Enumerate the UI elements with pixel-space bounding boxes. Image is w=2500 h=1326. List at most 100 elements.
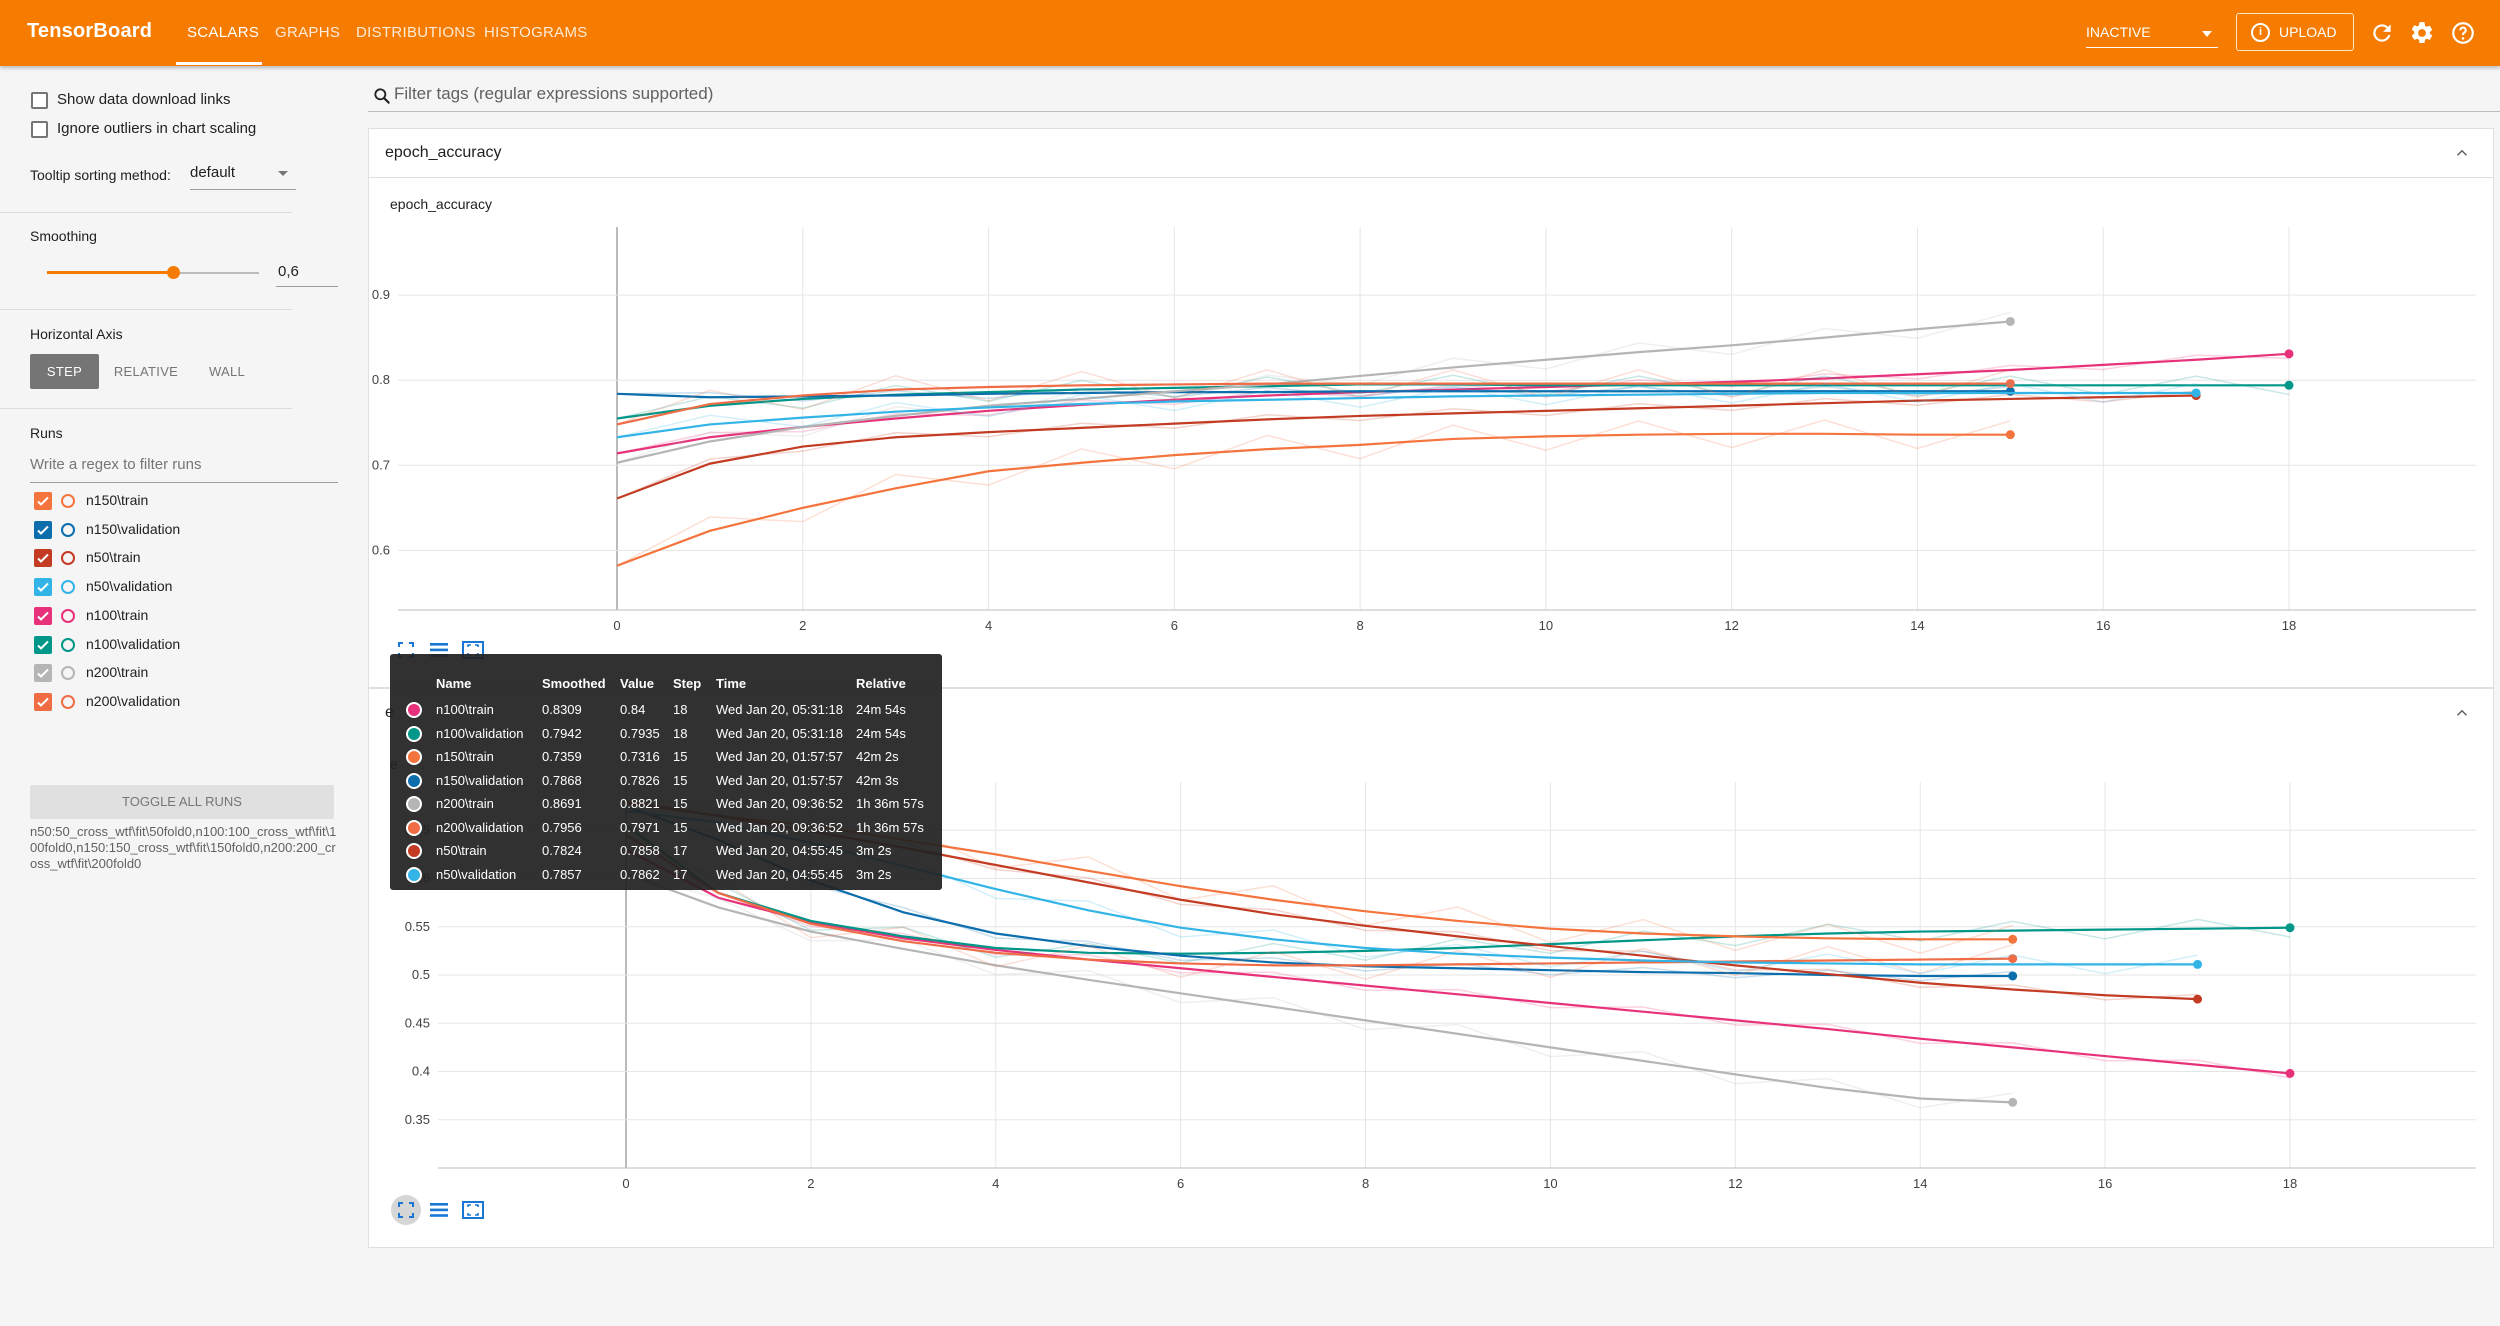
run-color-circle[interactable] — [61, 637, 75, 652]
series-line — [616, 394, 2197, 500]
divider — [0, 309, 292, 310]
run-checkbox[interactable] — [34, 578, 52, 597]
run-color-circle[interactable] — [61, 494, 75, 508]
tooltip-series-dot — [406, 772, 422, 789]
run-checkbox[interactable] — [34, 549, 52, 568]
fit-domain-button[interactable] — [458, 1195, 488, 1225]
fullscreen-button[interactable] — [391, 635, 421, 665]
x-tick-label: 12 — [1724, 618, 1738, 633]
y-tick-label: 0.5 — [412, 967, 430, 982]
raw-series-line — [625, 824, 2291, 964]
run-row[interactable]: n50\validation — [34, 575, 334, 601]
run-name: n200\validation — [86, 692, 181, 709]
x-tick-label: 10 — [1543, 1176, 1557, 1191]
run-row[interactable]: n200\train — [34, 661, 334, 687]
tooltip-value: 0.8821 — [620, 796, 660, 811]
tooltip-time: Wed Jan 20, 09:36:52 — [716, 819, 843, 835]
run-row[interactable]: n200\validation — [34, 690, 334, 716]
series-end-point — [2285, 923, 2295, 933]
chevron-up-icon[interactable] — [2453, 144, 2471, 162]
tooltip-series-dot — [406, 725, 422, 742]
tooltip-step: 17 — [673, 843, 688, 858]
refresh-icon[interactable] — [2369, 20, 2395, 46]
tooltip-time: Wed Jan 20, 05:31:18 — [716, 702, 843, 717]
run-row[interactable]: n150\train — [34, 489, 334, 515]
run-checkbox[interactable] — [34, 520, 52, 539]
x-tick-label: 18 — [2282, 618, 2296, 633]
tooltip-value: 0.7935 — [620, 725, 660, 741]
run-row[interactable]: n100\validation — [34, 633, 334, 659]
run-checkbox[interactable] — [34, 492, 52, 510]
run-checkbox[interactable] — [34, 692, 52, 711]
smoothing-input[interactable]: 0,6 — [276, 259, 338, 287]
run-checkbox[interactable] — [34, 664, 52, 683]
run-row[interactable]: n50\train — [34, 546, 334, 572]
fullscreen-button[interactable] — [391, 1195, 421, 1225]
tooltip-name: n200\validation — [436, 819, 524, 835]
show-download-links-checkbox[interactable] — [31, 92, 48, 109]
run-checkbox[interactable] — [34, 635, 52, 654]
epoch-accuracy-chart[interactable]: 0 2 4 6 8 10 12 14 16 18 0.6 0.7 0.8 0.9 — [368, 215, 2494, 645]
run-checkbox[interactable] — [34, 606, 52, 625]
run-color-circle[interactable] — [61, 580, 75, 595]
run-color-circle[interactable] — [61, 551, 75, 566]
run-color-circle[interactable] — [61, 666, 75, 681]
tab-graphs[interactable]: GRAPHS — [275, 24, 341, 41]
run-color-circle[interactable] — [61, 608, 75, 623]
run-row[interactable]: n150\validation — [34, 518, 334, 544]
raw-series-line — [616, 311, 2011, 464]
run-color-circle[interactable] — [61, 694, 75, 709]
x-tick-label: 8 — [1362, 1176, 1369, 1191]
tooltip-name: n50\train — [436, 843, 487, 858]
series-end-point — [2193, 959, 2203, 969]
tooltip-sorting-select[interactable]: default — [190, 162, 296, 190]
tooltip-smoothed: 0.8691 — [542, 796, 582, 811]
tab-scalars[interactable]: SCALARS — [187, 24, 260, 41]
series-end-point — [2284, 349, 2294, 359]
settings-gear-icon[interactable] — [2409, 20, 2435, 46]
tooltip-time: Wed Jan 20, 04:55:45 — [716, 866, 843, 882]
x-tick-label: 4 — [992, 1176, 999, 1191]
tooltip-name: n100\train — [436, 702, 494, 717]
y-tick-label: 0.45 — [405, 1015, 430, 1030]
checkmark-icon — [37, 640, 49, 650]
horizontal-axis-label: Horizontal Axis — [30, 326, 123, 342]
checkmark-icon — [37, 668, 49, 679]
axis-step-button[interactable]: STEP — [30, 354, 99, 389]
checkmark-icon — [37, 582, 49, 593]
axis-relative-button[interactable]: RELATIVE — [113, 364, 179, 379]
plugin-select[interactable]: INACTIVE — [2086, 20, 2218, 48]
x-tick-label: 0 — [613, 618, 620, 633]
tooltip-step: 18 — [673, 725, 688, 741]
run-color-circle[interactable] — [61, 522, 75, 537]
chevron-up-icon[interactable] — [2453, 704, 2471, 722]
smoothing-label: Smoothing — [30, 228, 97, 244]
card-title: epoch_accuracy — [385, 144, 502, 161]
series-line — [625, 834, 2013, 967]
toggle-all-runs-button[interactable]: TOGGLE ALL RUNS — [30, 785, 334, 819]
checkmark-icon — [37, 697, 49, 707]
list-lines-icon — [430, 1203, 448, 1217]
tooltip-time: Wed Jan 20, 01:57:57 — [716, 772, 843, 788]
help-icon[interactable] — [2450, 20, 2476, 46]
upload-button[interactable]: i UPLOAD — [2236, 13, 2354, 51]
tooltip-value: 0.7858 — [620, 843, 660, 858]
tooltip-relative: 42m 3s — [856, 772, 899, 788]
app-brand: TensorBoard — [27, 20, 153, 42]
tooltip-smoothed: 0.7857 — [542, 866, 582, 882]
tooltip-smoothed: 0.8309 — [542, 702, 582, 717]
tab-distributions[interactable]: DISTRIBUTIONS — [356, 24, 476, 41]
tab-histograms[interactable]: HISTOGRAMS — [484, 24, 588, 41]
tooltip-header-value: Value — [620, 676, 654, 691]
run-row[interactable]: n100\train — [34, 604, 334, 630]
axis-wall-button[interactable]: WALL — [208, 364, 246, 379]
raw-series-line — [616, 374, 2290, 420]
tag-filter[interactable]: Filter tags (regular expressions support… — [368, 80, 2500, 112]
smoothing-slider-thumb[interactable] — [166, 266, 180, 279]
card-title: e — [385, 704, 394, 722]
ignore-outliers-checkbox[interactable] — [31, 121, 48, 138]
toggle-log-scale-button[interactable] — [424, 1195, 454, 1225]
runs-filter-input[interactable]: Write a regex to filter runs — [30, 453, 338, 483]
tooltip-step: 15 — [673, 749, 688, 764]
tooltip-row: n200\train 0.8691 0.8821 15 Wed Jan 20, 09:3… — [390, 792, 942, 815]
